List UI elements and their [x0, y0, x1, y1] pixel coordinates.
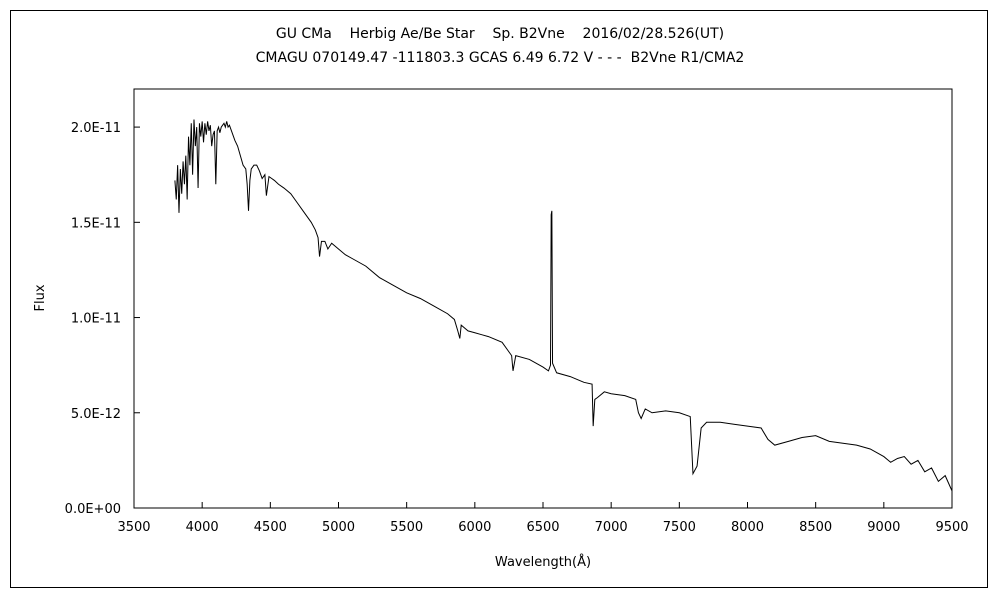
x-tick-label: 4000	[186, 520, 219, 535]
chart-frame	[10, 10, 988, 588]
x-tick-label: 7000	[595, 520, 628, 535]
y-axis-title: Flux	[33, 284, 48, 311]
y-tick-label: 2.0E-11	[71, 121, 121, 136]
x-tick-label: 8000	[731, 520, 764, 535]
chart-subtitle: CMAGU 070149.47 -111803.3 GCAS 6.49 6.72…	[255, 50, 745, 66]
y-tick-label: 0.0E+00	[65, 502, 121, 517]
x-tick-label: 9500	[935, 520, 968, 535]
x-tick-label: 9000	[867, 520, 900, 535]
x-tick-label: 8500	[799, 520, 832, 535]
x-tick-label: 6500	[526, 520, 559, 535]
x-tick-label: 7500	[663, 520, 696, 535]
plot-area	[133, 88, 953, 509]
x-tick-label: 5000	[322, 520, 355, 535]
spectrum-line	[174, 119, 953, 492]
x-tick-label: 6000	[458, 520, 491, 535]
y-tick-label: 1.5E-11	[71, 216, 121, 231]
y-axis: 0.0E+00 5.0E-12 1.0E-11 1.5E-11 2.0E-11	[65, 121, 140, 517]
x-axis-title: Wavelength(Å)	[495, 554, 591, 570]
x-axis: 3500 4000 4500 5000 5500 6000 6500 7000 7500 8000…	[117, 502, 969, 535]
y-tick-label: 5.0E-12	[71, 407, 121, 422]
x-tick-label: 3500	[117, 520, 150, 535]
x-tick-label: 4500	[254, 520, 287, 535]
x-tick-label: 5500	[390, 520, 423, 535]
chart-title: GU CMa Herbig Ae/Be Star Sp. B2Vne 2016/…	[275, 26, 725, 42]
y-tick-label: 1.0E-11	[71, 312, 121, 327]
